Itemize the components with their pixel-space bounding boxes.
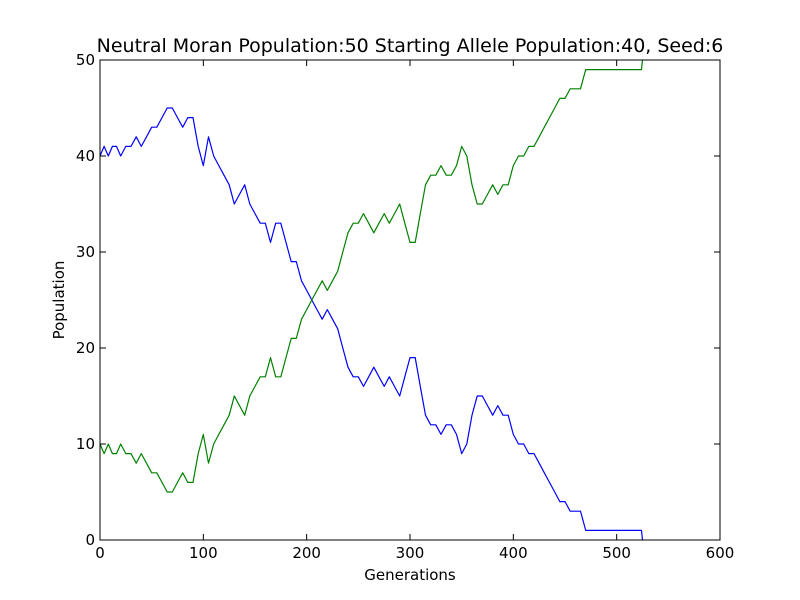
tick-layer: 0 100 200 300 400 500 600 0 10 20 30 40 50	[76, 51, 734, 562]
y-tick-label: 40	[76, 147, 95, 165]
y-tick-label: 0	[85, 531, 95, 549]
y-tick-label: 10	[76, 435, 95, 453]
x-tick-label: 100	[189, 544, 218, 562]
series-line-2	[99, 59, 644, 493]
y-tick-label: 50	[76, 51, 95, 69]
x-tick-label: 200	[292, 544, 321, 562]
y-tick-label: 30	[76, 243, 95, 261]
x-tick-label: 0	[95, 544, 105, 562]
y-axis-label: Population	[50, 261, 68, 340]
x-tick-label: 600	[706, 544, 735, 562]
series-layer	[99, 59, 644, 541]
series-line-1	[99, 107, 644, 541]
y-tick-label: 20	[76, 339, 95, 357]
plot-area	[100, 60, 720, 540]
x-axis-label: Generations	[364, 566, 456, 584]
x-tick-label: 300	[396, 544, 425, 562]
chart-title: Neutral Moran Population:50 Starting All…	[97, 35, 724, 57]
x-tick-label: 500	[602, 544, 631, 562]
x-tick-label: 400	[499, 544, 528, 562]
